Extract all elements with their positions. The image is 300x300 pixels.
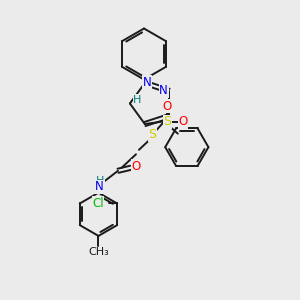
Text: N: N — [159, 84, 168, 97]
Text: N: N — [143, 76, 152, 89]
Text: H: H — [96, 176, 104, 186]
Text: O: O — [178, 115, 188, 128]
Text: N: N — [95, 180, 104, 193]
Text: CH₃: CH₃ — [88, 248, 109, 257]
Text: S: S — [163, 115, 171, 128]
Text: Cl: Cl — [92, 197, 104, 210]
Text: O: O — [131, 160, 141, 173]
Text: S: S — [148, 128, 157, 141]
Text: H: H — [133, 95, 142, 105]
Text: O: O — [162, 100, 171, 112]
